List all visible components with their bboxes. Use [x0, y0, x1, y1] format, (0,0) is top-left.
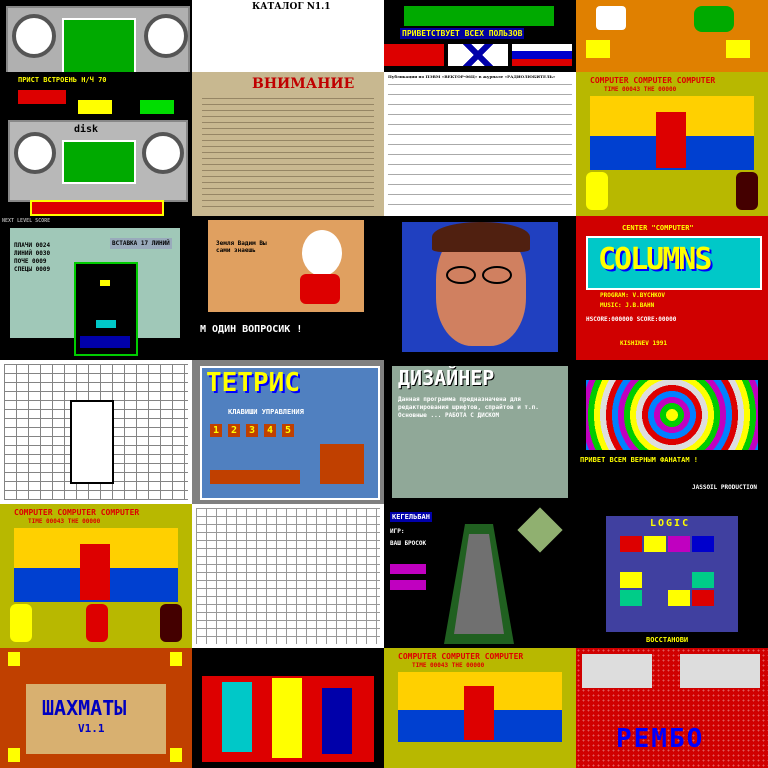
- insert-lines-label: ВСТАВКА 17 ЛИНИЙ: [110, 238, 172, 249]
- score-line: TIME 00043 THE 00000: [412, 662, 485, 669]
- controls-subtitle: КЛАВИШИ УПРАВЛЕНИЯ: [228, 408, 304, 416]
- tile-columns: CENTER "COMPUTER" COLUMNS PROGRAM: V.BYC…: [576, 216, 768, 360]
- warning-title: ВНИМАНИЕ: [252, 76, 355, 92]
- bowling-label: ИГР:: [390, 528, 405, 535]
- tile-bowling: КЕГЕЛЬБАН ИГР: ВАШ БРОСОК: [384, 504, 576, 648]
- tile-chess: ШАХМАТЫ V1.1: [0, 648, 192, 768]
- score-line: HSCORE:000000 SCORE:00000: [586, 316, 677, 323]
- tile-computer-game-2: COMPUTER COMPUTER COMPUTER TIME 00043 TH…: [0, 504, 192, 648]
- stat-line: ПЛАЧИ 0024: [14, 242, 51, 249]
- speech-bubble: Земля Вадим Вы сами знаешь: [216, 240, 267, 254]
- tile-computer-game-1: COMPUTER COMPUTER COMPUTER TIME 00043 TH…: [576, 72, 768, 216]
- score-line: TIME 00043 THE 00000: [604, 86, 677, 93]
- stat-line: ПОЧЕ 0009: [14, 258, 47, 265]
- key-label: 2: [228, 424, 241, 437]
- tile-publications: Публикации по ПЭВМ «ВЕКТОР-06Ц» в журнал…: [384, 72, 576, 216]
- catalog-title: КАТАЛОГ N1.1: [252, 2, 331, 12]
- disk-label: disk: [74, 124, 99, 135]
- tile-computer-game-3: COMPUTER COMPUTER COMPUTER TIME 00043 TH…: [384, 648, 576, 768]
- boombox-caption: ПРИСТ ВСТРОЕНЬ Н/Ч 70: [18, 76, 107, 84]
- chess-title: ШАХМАТЫ: [42, 696, 127, 720]
- tile-logic: LOGIC ВОССТАНОВИ: [576, 504, 768, 648]
- tile-fans: ПРИВЕТ ВСЕМ ВЕРНЫМ ФАНАТАМ ! JASSOIL PRO…: [576, 360, 768, 504]
- key-label: 5: [282, 424, 295, 437]
- credit-line: MUSIC: J.B.BAHN: [600, 302, 655, 309]
- tile-rambo: РЕМБО: [576, 648, 768, 768]
- designer-title: ДИЗАЙНЕР: [398, 366, 495, 390]
- tile-schematic-1: [0, 360, 192, 504]
- stat-line: ЛИНИЙ 0030: [14, 250, 51, 257]
- credit-line: PROGRAM: V.BYCHKOV: [600, 292, 666, 299]
- designer-body: Данная программа предназначена для редак…: [398, 396, 539, 419]
- chess-version: V1.1: [78, 722, 105, 735]
- credit-line: KISHINEV 1991: [620, 340, 667, 347]
- production-credit: JASSOIL PRODUCTION: [692, 484, 758, 491]
- tile-question: Земля Вадим Вы сами знаешь М ОДИН ВОПРОС…: [192, 216, 384, 360]
- key-label: 4: [264, 424, 277, 437]
- score-line: TIME 00043 THE 00000: [28, 518, 101, 525]
- bowling-title: КЕГЕЛЬБАН: [390, 512, 432, 522]
- bowling-label: ВАШ БРОСОК: [390, 540, 427, 547]
- greeting-text: ПРИВЕТСТВУЕТ ВСЕХ ПОЛЬЗОВ: [400, 28, 525, 39]
- logic-title: LOGIC: [650, 518, 691, 529]
- key-label: 3: [246, 424, 259, 437]
- computer-header: COMPUTER COMPUTER COMPUTER: [398, 652, 524, 661]
- tetris-title: ТЕТРИС: [206, 368, 300, 398]
- fans-greeting: ПРИВЕТ ВСЕМ ВЕРНЫМ ФАНАТАМ !: [580, 456, 699, 464]
- tile-knights: [192, 648, 384, 768]
- tile-schematic-2: [192, 504, 384, 648]
- computer-header: COMPUTER COMPUTER COMPUTER: [590, 76, 716, 85]
- question-text: М ОДИН ВОПРОСИК !: [200, 324, 303, 335]
- rambo-title: РЕМБО: [616, 724, 705, 754]
- stat-line: СПЕЦЫ 0009: [14, 266, 51, 273]
- tile-warning-letter: ВНИМАНИЕ: [192, 72, 384, 216]
- columns-title: COLUMNS: [598, 242, 712, 277]
- tile-boombox: ПРИСТ ВСТРОЕНЬ Н/Ч 70 disk: [0, 72, 192, 216]
- tile-tetris-controls: ТЕТРИС КЛАВИШИ УПРАВЛЕНИЯ 1 2 3 4 5: [192, 360, 384, 504]
- columns-center: CENTER "COMPUTER": [622, 224, 694, 232]
- tile-portrait: [384, 216, 576, 360]
- publications-heading: Публикации по ПЭВМ «ВЕКТОР-06Ц» в журнал…: [388, 74, 556, 79]
- tile-designer: ДИЗАЙНЕР Данная программа предназначена …: [384, 360, 576, 504]
- key-label: 1: [210, 424, 223, 437]
- tile-tetris-stats: NEXT LEVEL SCORE ПЛАЧИ 0024 ЛИНИЙ 0030 П…: [0, 216, 192, 360]
- tetris-header: NEXT LEVEL SCORE: [2, 218, 51, 224]
- computer-header: COMPUTER COMPUTER COMPUTER: [14, 508, 140, 517]
- logic-footer: ВОССТАНОВИ: [646, 636, 689, 644]
